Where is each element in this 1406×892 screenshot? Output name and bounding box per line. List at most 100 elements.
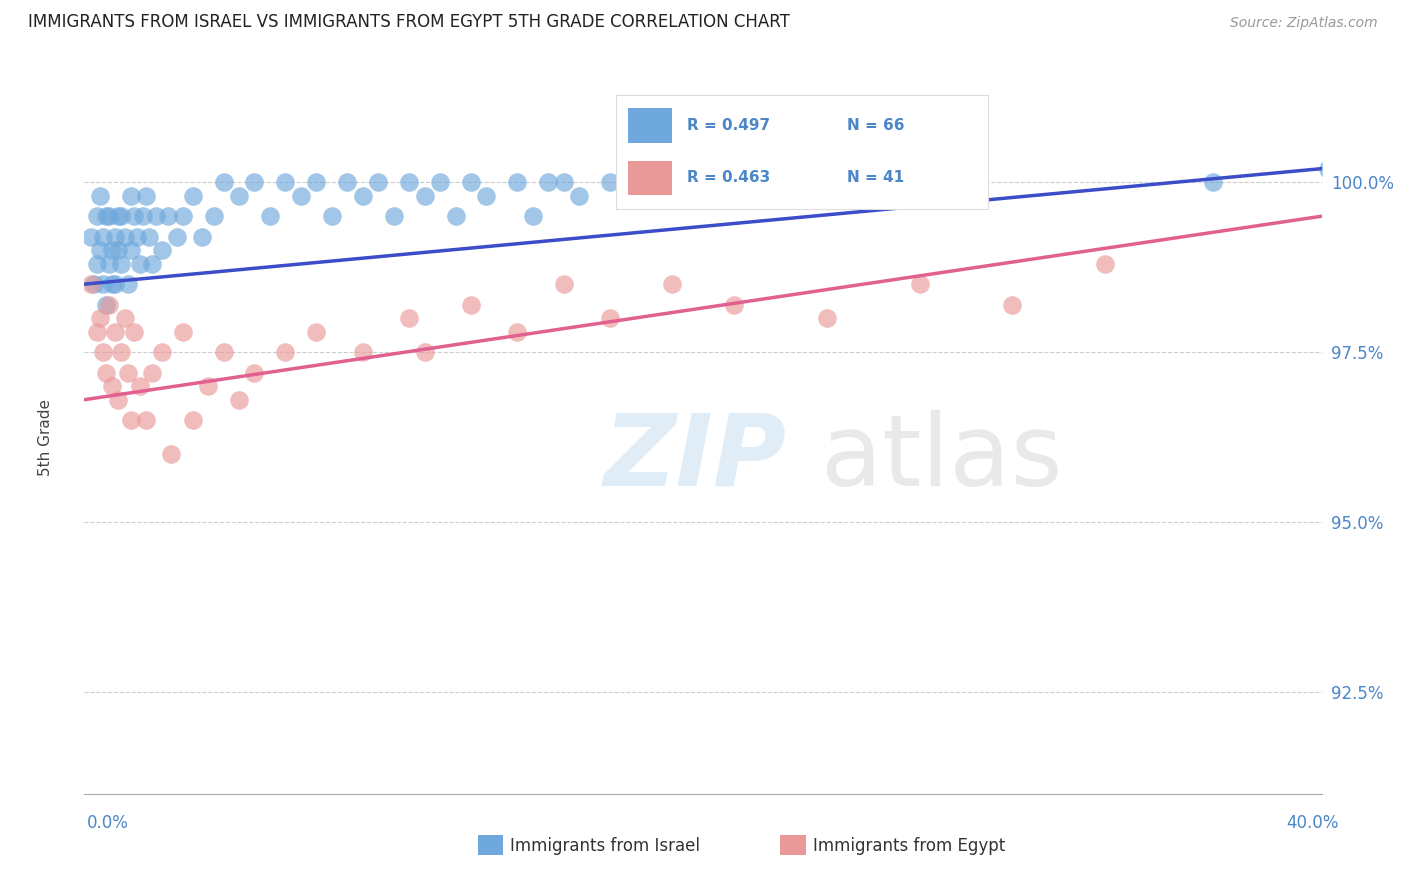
Point bbox=[98, 257, 121, 271]
Point bbox=[336, 175, 359, 189]
Point bbox=[104, 325, 127, 339]
Point bbox=[83, 277, 105, 292]
Point bbox=[413, 345, 436, 359]
Point bbox=[398, 311, 420, 326]
Point bbox=[1202, 175, 1225, 189]
Point bbox=[367, 175, 389, 189]
Point bbox=[156, 209, 179, 223]
Point bbox=[1326, 161, 1348, 176]
Text: 5th Grade: 5th Grade bbox=[38, 399, 53, 475]
Point bbox=[89, 311, 111, 326]
Point bbox=[114, 229, 136, 244]
Text: 0.0%: 0.0% bbox=[87, 814, 129, 831]
Text: Source: ZipAtlas.com: Source: ZipAtlas.com bbox=[1230, 16, 1378, 29]
Point bbox=[160, 447, 183, 461]
Text: Immigrants from Egypt: Immigrants from Egypt bbox=[813, 837, 1005, 855]
Point bbox=[117, 366, 139, 380]
Point bbox=[352, 189, 374, 203]
Point bbox=[202, 209, 225, 223]
Point bbox=[723, 297, 745, 311]
Point bbox=[110, 257, 132, 271]
Point bbox=[135, 189, 157, 203]
Point bbox=[89, 243, 111, 257]
Point bbox=[89, 189, 111, 203]
Text: 40.0%: 40.0% bbox=[1286, 814, 1339, 831]
Point bbox=[141, 257, 163, 271]
Point bbox=[122, 325, 145, 339]
Point bbox=[107, 243, 129, 257]
Point bbox=[1094, 257, 1116, 271]
Point bbox=[98, 297, 121, 311]
Point bbox=[212, 175, 235, 189]
Point bbox=[382, 209, 405, 223]
Text: atlas: atlas bbox=[821, 410, 1062, 507]
Point bbox=[212, 345, 235, 359]
Point bbox=[120, 413, 142, 427]
Point bbox=[553, 175, 575, 189]
Point bbox=[290, 189, 312, 203]
Point bbox=[321, 209, 343, 223]
Point bbox=[94, 297, 117, 311]
Point bbox=[1001, 297, 1024, 311]
Point bbox=[172, 325, 194, 339]
Point bbox=[79, 229, 101, 244]
Point bbox=[86, 257, 108, 271]
Point bbox=[506, 175, 529, 189]
Point bbox=[94, 366, 117, 380]
Point bbox=[228, 392, 250, 407]
Point bbox=[104, 277, 127, 292]
Point bbox=[259, 209, 281, 223]
Point bbox=[104, 229, 127, 244]
Point bbox=[150, 243, 173, 257]
Point bbox=[197, 379, 219, 393]
Point bbox=[94, 209, 117, 223]
Point bbox=[110, 209, 132, 223]
Point bbox=[243, 175, 266, 189]
Point bbox=[305, 175, 328, 189]
Point bbox=[815, 311, 838, 326]
Point bbox=[129, 379, 152, 393]
Point bbox=[274, 175, 297, 189]
Point bbox=[429, 175, 451, 189]
Point bbox=[98, 209, 121, 223]
Point bbox=[141, 366, 163, 380]
Point bbox=[444, 209, 467, 223]
Point bbox=[145, 209, 167, 223]
Point bbox=[91, 277, 114, 292]
Point bbox=[129, 257, 152, 271]
Point bbox=[91, 345, 114, 359]
Point bbox=[352, 345, 374, 359]
Point bbox=[110, 345, 132, 359]
Point bbox=[181, 413, 204, 427]
Point bbox=[138, 229, 160, 244]
Point bbox=[101, 379, 124, 393]
Point bbox=[661, 277, 683, 292]
Point bbox=[191, 229, 214, 244]
Point bbox=[506, 325, 529, 339]
Text: ZIP: ZIP bbox=[605, 410, 787, 507]
Point bbox=[908, 277, 931, 292]
Point bbox=[135, 413, 157, 427]
Point bbox=[568, 189, 591, 203]
Point bbox=[460, 175, 482, 189]
Point bbox=[599, 175, 621, 189]
Point bbox=[460, 297, 482, 311]
Point bbox=[91, 229, 114, 244]
Point bbox=[413, 189, 436, 203]
Text: Immigrants from Israel: Immigrants from Israel bbox=[510, 837, 700, 855]
Point bbox=[107, 392, 129, 407]
Point bbox=[150, 345, 173, 359]
Point bbox=[537, 175, 560, 189]
Point bbox=[166, 229, 188, 244]
Point bbox=[305, 325, 328, 339]
Point bbox=[398, 175, 420, 189]
Point bbox=[132, 209, 155, 223]
Text: IMMIGRANTS FROM ISRAEL VS IMMIGRANTS FROM EGYPT 5TH GRADE CORRELATION CHART: IMMIGRANTS FROM ISRAEL VS IMMIGRANTS FRO… bbox=[28, 12, 790, 30]
Point bbox=[274, 345, 297, 359]
Point bbox=[117, 277, 139, 292]
Point bbox=[522, 209, 544, 223]
Point bbox=[122, 209, 145, 223]
Point bbox=[86, 209, 108, 223]
Point bbox=[181, 189, 204, 203]
Point bbox=[125, 229, 148, 244]
